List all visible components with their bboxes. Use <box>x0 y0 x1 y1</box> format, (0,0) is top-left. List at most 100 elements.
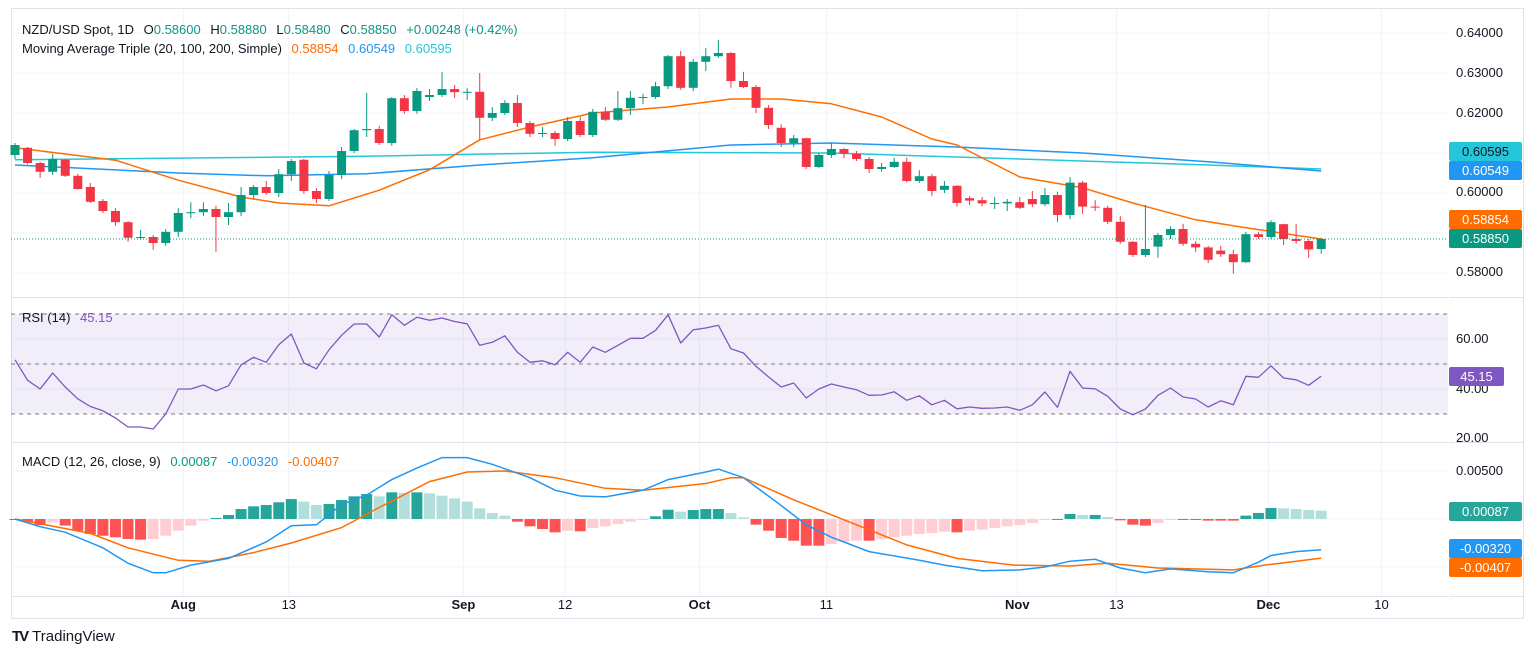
macd-histogram-bar <box>813 519 825 546</box>
ma100-line <box>14 142 1322 177</box>
ma200-line <box>14 151 1322 170</box>
macd-histogram-bar <box>210 518 222 520</box>
candle-up <box>136 237 146 238</box>
candle-down <box>23 147 33 163</box>
candle-down <box>902 161 912 181</box>
candle-up <box>651 86 661 97</box>
price-tick: 0.63000 <box>1456 65 1503 80</box>
candle-up <box>349 130 359 151</box>
signal-badge: -0.00407 <box>1449 558 1522 577</box>
candle-down <box>311 191 321 199</box>
macd-legend: MACD (12, 26, close, 9) 0.00087 -0.00320… <box>22 454 345 469</box>
macd-histogram-bar <box>1240 515 1252 519</box>
macd-histogram-bar <box>587 519 599 529</box>
candle-up <box>1040 195 1050 205</box>
macd-histogram-bar <box>926 519 938 534</box>
ohlc-low: L0.58480 <box>276 22 331 37</box>
candle-down <box>726 53 736 81</box>
macd-histogram-bar <box>298 501 310 519</box>
price-change: +0.00248 (+0.42%) <box>406 22 518 37</box>
macd-histogram-bar <box>449 498 461 519</box>
time-tick-label: 10 <box>1374 597 1388 612</box>
candle-up <box>1140 249 1150 255</box>
macd-histogram-bar <box>436 495 448 519</box>
candle-down <box>148 237 158 243</box>
candle-up <box>48 159 58 172</box>
macd-tick: 0.00500 <box>1456 463 1503 478</box>
candle-up <box>1002 201 1012 204</box>
macd-histogram-bar <box>650 516 662 519</box>
candle-up <box>1153 235 1163 247</box>
candle-up <box>826 149 836 155</box>
macd-histogram-bar <box>976 519 988 530</box>
candle-up <box>487 113 497 118</box>
candle-up <box>198 209 208 213</box>
macd-histogram-bar <box>160 519 172 536</box>
rsi-title[interactable]: RSI (14) <box>22 310 71 325</box>
macd-histogram-bar <box>938 519 950 532</box>
ma100-value: 0.60549 <box>348 41 396 56</box>
macd-histogram-bar <box>675 511 687 519</box>
macd-line <box>14 456 1322 574</box>
ma20-line <box>14 98 1322 240</box>
candle-up <box>713 53 723 57</box>
candle-up <box>500 103 510 113</box>
candle-up <box>1241 234 1251 263</box>
macd-histogram-bar <box>310 504 322 519</box>
macd-histogram-bar <box>185 519 197 526</box>
candle-up <box>588 111 598 135</box>
macd-histogram-bar <box>662 509 674 519</box>
macd-histogram-bar <box>285 499 297 519</box>
candle-down <box>738 81 748 87</box>
ma20-badge: 0.58854 <box>1449 210 1522 229</box>
tradingview-logo-icon: TV <box>12 628 29 645</box>
brand-name: TradingView <box>32 628 115 645</box>
candle-up <box>701 56 711 62</box>
candle-up <box>1166 229 1176 235</box>
ma100-badge: 0.60549 <box>1449 161 1522 180</box>
macd-histogram-bar <box>461 501 473 519</box>
macd-histogram-bar <box>599 519 611 527</box>
macd-histogram-bar <box>1152 519 1164 524</box>
macd-histogram-bar <box>1127 519 1139 525</box>
price-legend: NZD/USD Spot, 1D O0.58600 H0.58880 L0.58… <box>22 22 524 37</box>
macd-histogram-bar <box>135 519 147 540</box>
macd-title[interactable]: MACD (12, 26, close, 9) <box>22 454 161 469</box>
candle-up <box>286 161 296 175</box>
macd-signal-value: -0.00407 <box>287 454 340 469</box>
macd-histogram-bar <box>1215 519 1227 521</box>
ma-legend: Moving Average Triple (20, 100, 200, Sim… <box>22 41 458 56</box>
candle-down <box>1052 195 1062 215</box>
candle-up <box>424 95 434 97</box>
ma-title[interactable]: Moving Average Triple (20, 100, 200, Sim… <box>22 41 282 56</box>
candle-up <box>1266 222 1276 237</box>
symbol-title[interactable]: NZD/USD Spot, 1D <box>22 22 134 37</box>
candle-up <box>638 97 648 98</box>
candle-up <box>1316 239 1326 249</box>
candle-down <box>1203 247 1213 260</box>
macd-histogram-bar <box>637 519 649 520</box>
macd-histogram-bar <box>624 519 636 522</box>
candle-down <box>751 87 761 108</box>
candle-down <box>801 138 811 167</box>
candle-up <box>10 145 20 155</box>
candle-down <box>764 107 774 125</box>
macd-histogram-bar <box>474 508 486 519</box>
macd-histogram-bar <box>1177 519 1189 520</box>
macd-histogram-bar <box>1139 519 1151 526</box>
macd-histogram-bar <box>47 519 59 523</box>
candle-up <box>462 91 472 93</box>
candle-down <box>299 159 309 191</box>
hist-badge: 0.00087 <box>1449 502 1522 521</box>
macd-histogram-bar <box>248 506 260 519</box>
candle-down <box>1078 182 1088 207</box>
tradingview-footer[interactable]: TV TradingView <box>12 628 115 645</box>
macd-histogram-bar <box>788 519 800 541</box>
candle-down <box>1191 243 1201 248</box>
price-tick: 0.58000 <box>1456 264 1503 279</box>
last-price-badge: 0.58850 <box>1449 229 1522 248</box>
macd-histogram-bar <box>109 519 121 538</box>
macd-badge: -0.00320 <box>1449 539 1522 558</box>
macd-histogram-bar <box>800 519 812 546</box>
